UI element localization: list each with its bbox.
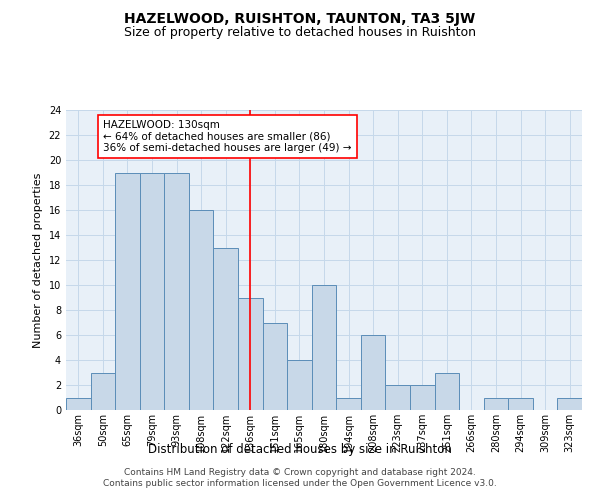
Bar	[508, 398, 533, 410]
Bar	[434, 372, 459, 410]
Bar	[410, 385, 434, 410]
Bar	[312, 285, 336, 410]
Text: HAZELWOOD: 130sqm
← 64% of detached houses are smaller (86)
36% of semi-detached: HAZELWOOD: 130sqm ← 64% of detached hous…	[103, 120, 352, 153]
Bar	[115, 172, 140, 410]
Bar	[66, 398, 91, 410]
Y-axis label: Number of detached properties: Number of detached properties	[33, 172, 43, 348]
Text: Size of property relative to detached houses in Ruishton: Size of property relative to detached ho…	[124, 26, 476, 39]
Bar	[287, 360, 312, 410]
Bar	[164, 172, 189, 410]
Bar	[140, 172, 164, 410]
Text: HAZELWOOD, RUISHTON, TAUNTON, TA3 5JW: HAZELWOOD, RUISHTON, TAUNTON, TA3 5JW	[124, 12, 476, 26]
Text: Contains HM Land Registry data © Crown copyright and database right 2024.
Contai: Contains HM Land Registry data © Crown c…	[103, 468, 497, 487]
Bar	[214, 248, 238, 410]
Bar	[336, 398, 361, 410]
Bar	[91, 372, 115, 410]
Bar	[385, 385, 410, 410]
Bar	[263, 322, 287, 410]
Bar	[361, 335, 385, 410]
Bar	[557, 398, 582, 410]
Bar	[238, 298, 263, 410]
Bar	[484, 398, 508, 410]
Bar	[189, 210, 214, 410]
Text: Distribution of detached houses by size in Ruishton: Distribution of detached houses by size …	[148, 442, 452, 456]
